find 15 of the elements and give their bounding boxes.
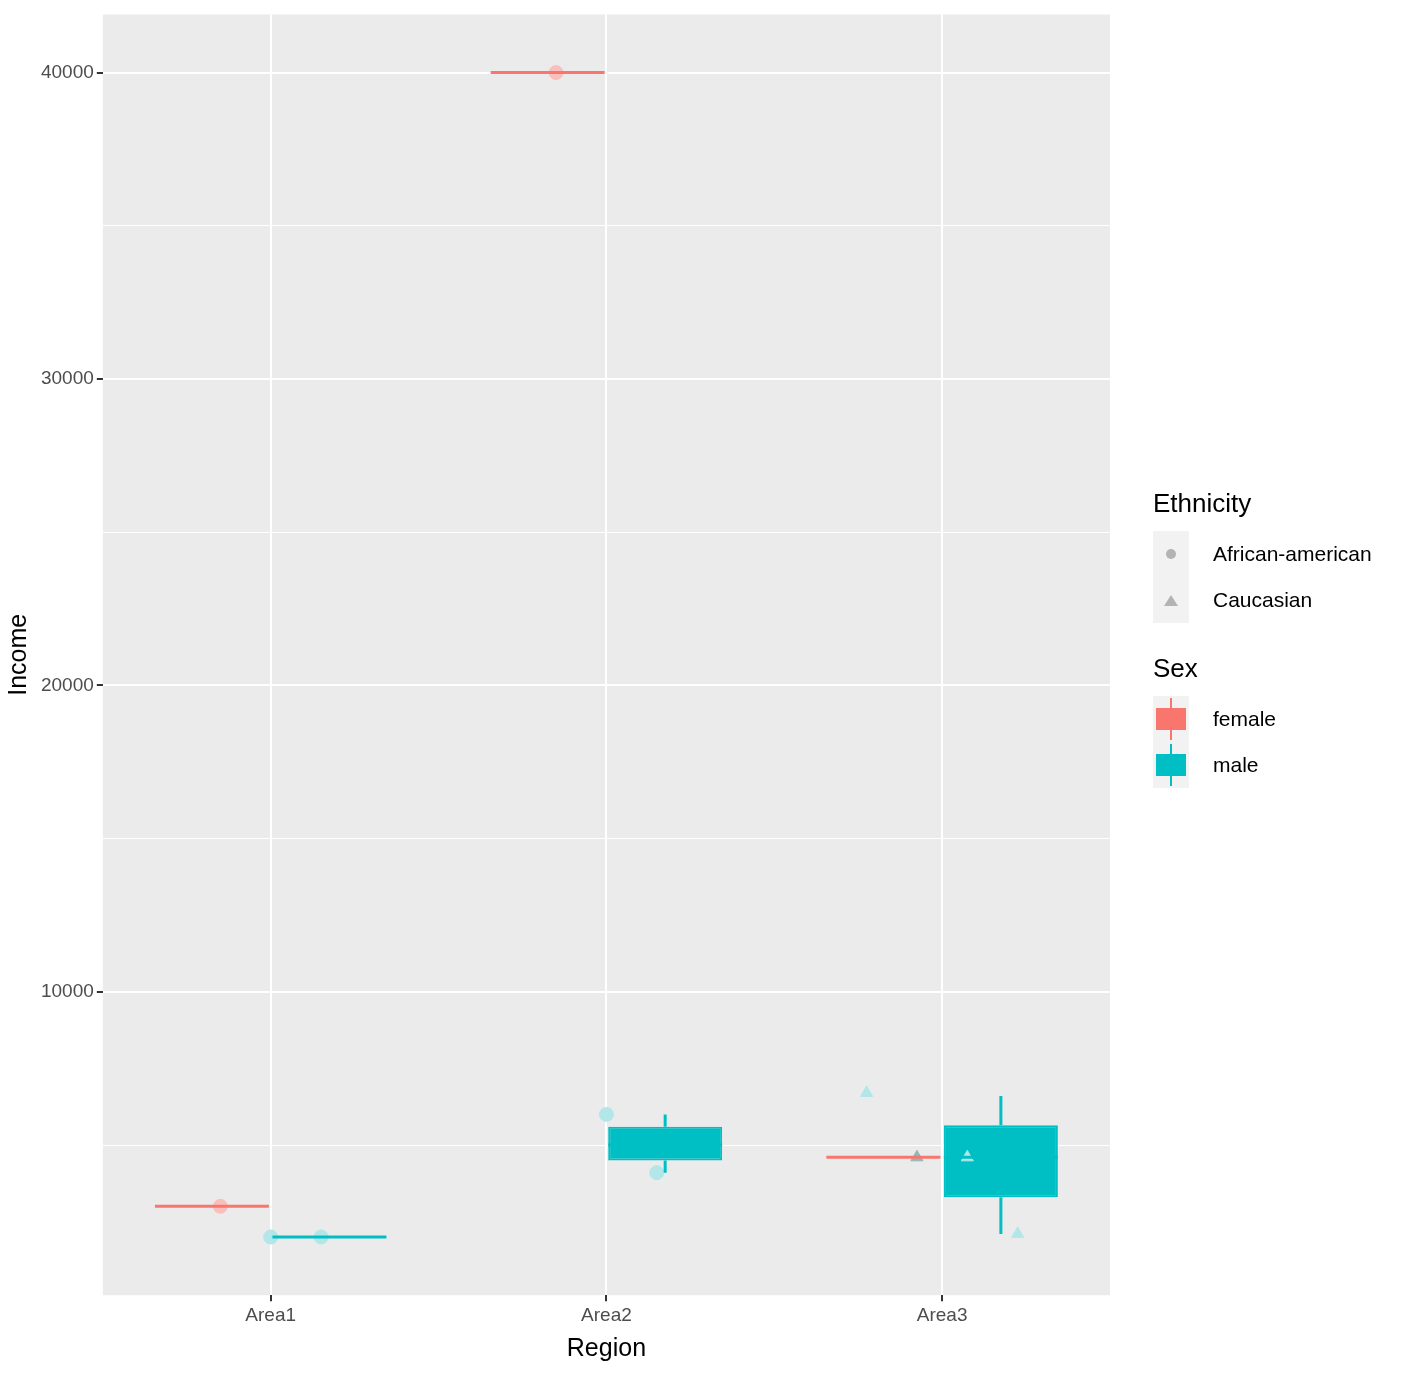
x-tick-label: Area2 <box>581 1303 632 1325</box>
x-tick-label: Area1 <box>245 1303 297 1325</box>
y-tick-label: 20000 <box>40 673 94 695</box>
legend-label: female <box>1213 707 1277 731</box>
x-axis-title: Region <box>566 1332 647 1361</box>
legend-title: Ethnicity <box>1153 488 1253 519</box>
y-tick-label: 30000 <box>40 367 94 389</box>
text: Sex <box>1153 653 1199 684</box>
x-tick-label: Area3 <box>916 1303 968 1325</box>
y-tick-label: 10000 <box>40 980 94 1002</box>
legend-label: male <box>1213 753 1259 777</box>
y-tick-label: 40000 <box>40 60 94 82</box>
text: African-american <box>1213 542 1372 566</box>
y-axis-title: Income <box>2 613 31 696</box>
text: Caucasian <box>1213 588 1313 612</box>
